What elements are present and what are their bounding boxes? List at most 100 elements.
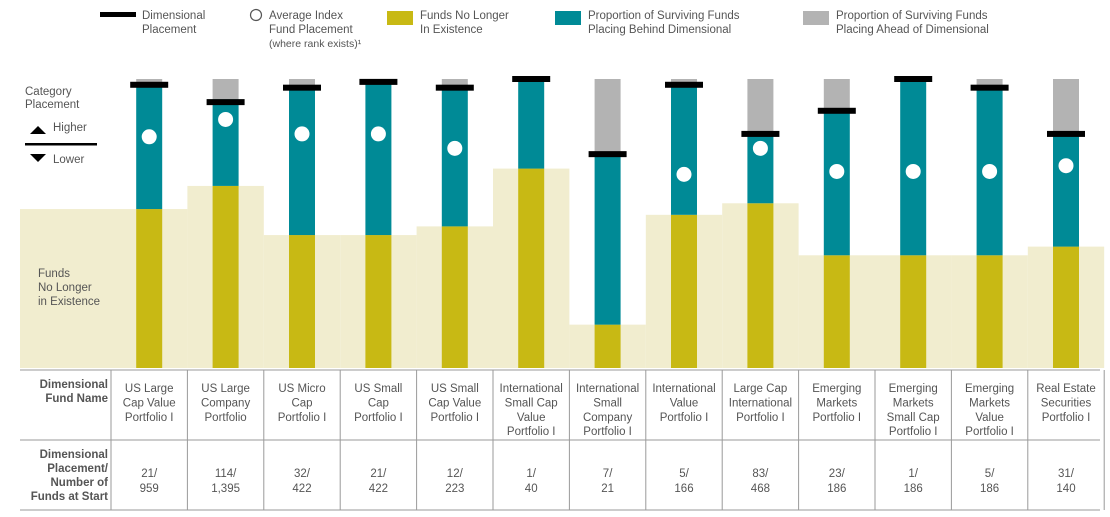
background-band <box>20 168 1105 368</box>
bar-defunct <box>212 185 239 368</box>
bar-ahead <box>823 79 850 111</box>
fund-name-cell: Value <box>670 397 699 409</box>
placement-cell: 223 <box>445 483 464 495</box>
bar-defunct <box>1053 246 1079 368</box>
placement-marker <box>512 76 551 82</box>
bar-defunct <box>289 235 315 368</box>
fund-name-cell: Cap <box>291 397 312 409</box>
placement-marker <box>1047 130 1085 137</box>
legend-defunct-swatch <box>387 11 413 25</box>
placement-cell: 31/ <box>1058 468 1075 480</box>
fund-name-cell: Portfolio I <box>278 412 327 424</box>
placement-marker <box>894 76 933 82</box>
fund-name-cell: Emerging <box>812 383 861 395</box>
placement-cell: 21/ <box>141 468 158 480</box>
fund-name-cell: Real Estate <box>1036 383 1095 395</box>
legend-defunct-label-2: In Existence <box>420 24 483 36</box>
bar-ahead <box>594 79 621 155</box>
legend-behind-label-1: Proportion of Surviving Funds <box>588 10 740 22</box>
defunct-band-label-1: Funds <box>38 268 70 280</box>
fund-name-cell: Value <box>517 412 546 424</box>
placement-cell: 422 <box>369 483 388 495</box>
index-dot <box>141 129 157 145</box>
bar-ahead <box>1053 79 1079 134</box>
fund-name-cell: Securities <box>1041 397 1092 409</box>
fund-name-cell: US Small <box>431 383 479 395</box>
placement-row-header-3: Number of <box>51 477 109 489</box>
legend-behind-swatch <box>555 11 581 25</box>
placement-cell: 12/ <box>447 468 464 480</box>
bar-ahead <box>212 79 239 100</box>
placement-cell: 32/ <box>294 468 311 480</box>
placement-cell: 1/ <box>526 468 536 480</box>
placement-marker <box>206 99 245 106</box>
fund-name-cell: Company <box>583 412 632 424</box>
placement-marker <box>588 151 627 158</box>
fund-name-cell: Portfolio I <box>965 426 1014 438</box>
legend-index-label-3: (where rank exists)¹ <box>269 38 362 50</box>
legend-behind-label-2: Placing Behind Dimensional <box>588 24 731 36</box>
legend-index-label-2: Fund Placement <box>269 24 354 36</box>
bar-defunct <box>136 209 163 368</box>
bar-behind <box>1053 133 1079 247</box>
lower-label: Lower <box>53 154 84 166</box>
category-label-2: Placement <box>25 99 80 111</box>
bar-defunct <box>365 235 392 368</box>
fund-name-cell: Emerging <box>889 383 938 395</box>
bar-defunct <box>441 226 468 368</box>
placement-marker <box>359 78 398 85</box>
bar-behind <box>823 110 850 256</box>
fund-name-cell: US Micro <box>278 383 325 395</box>
bar-behind <box>289 87 315 236</box>
bar-ahead <box>289 79 315 88</box>
placement-marker <box>970 84 1009 91</box>
index-dot <box>370 126 386 142</box>
bar-ahead <box>441 79 468 88</box>
defunct-band-label: Funds No Longer in Existence <box>38 268 100 308</box>
placement-cell: 7/ <box>603 468 613 480</box>
fund-name-cell: Markets <box>816 397 857 409</box>
bars <box>130 76 1085 368</box>
placement-cell: 5/ <box>985 468 995 480</box>
placement-cell: 21/ <box>370 468 387 480</box>
legend-ahead-label-1: Proportion of Surviving Funds <box>836 10 988 22</box>
fund-name-cell: Small Cap <box>887 412 940 424</box>
index-dot <box>905 163 921 179</box>
placement-cell: 959 <box>140 483 159 495</box>
index-dot <box>829 163 845 179</box>
legend: Dimensional Placement Average Index Fund… <box>100 8 989 50</box>
placement-cell: 140 <box>1056 483 1075 495</box>
legend-defunct-label-1: Funds No Longer <box>420 10 509 22</box>
legend-index-swatch <box>249 8 263 22</box>
placement-cell: 1/ <box>908 468 918 480</box>
index-dot <box>982 163 998 179</box>
placement-cell: 114/ <box>215 468 237 480</box>
fund-name-cell: Small <box>593 397 622 409</box>
fund-name-cell: Portfolio <box>205 412 247 424</box>
fund-name-cell: US Large <box>201 383 250 395</box>
index-dot <box>218 111 234 127</box>
placement-cell: 21 <box>601 483 614 495</box>
fund-name-cell: US Large <box>125 383 174 395</box>
fund-name-cell: Portfolio I <box>507 426 556 438</box>
placement-cell: 1,395 <box>211 483 240 495</box>
placement-cell: 186 <box>904 483 923 495</box>
defunct-band-label-3: in Existence <box>38 296 100 308</box>
legend-ahead-label-2: Placing Ahead of Dimensional <box>836 24 989 36</box>
fund-name-cell: Portfolio I <box>1042 412 1091 424</box>
down-arrow-icon <box>30 154 46 162</box>
fund-name-cell: Portfolio I <box>736 412 785 424</box>
bar-defunct <box>900 255 927 368</box>
placement-cell: 166 <box>674 483 693 495</box>
fund-name-cell: Emerging <box>965 383 1014 395</box>
fund-name-cell: Value <box>975 412 1004 424</box>
bar-ahead <box>976 79 1003 88</box>
index-dot <box>752 140 768 156</box>
bar-ahead <box>747 79 774 134</box>
key-divider <box>25 143 97 146</box>
fund-name-cell: US Small <box>354 383 402 395</box>
index-dot <box>1058 158 1074 174</box>
bar-defunct <box>518 168 545 368</box>
placement-cell: 422 <box>292 483 311 495</box>
